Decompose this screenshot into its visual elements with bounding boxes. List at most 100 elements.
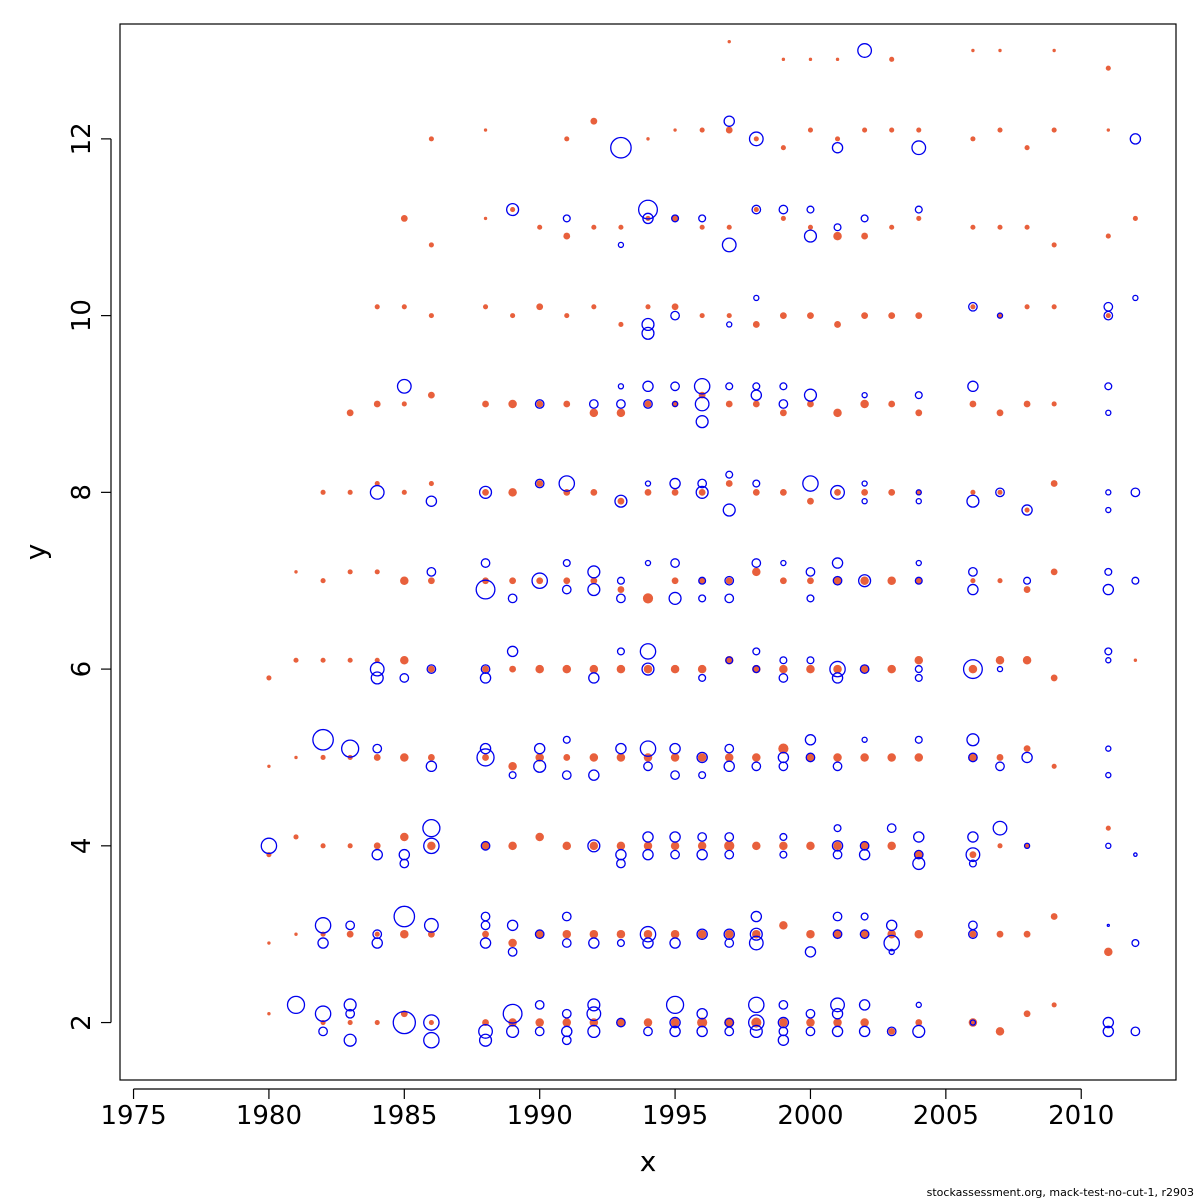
positive-residual-point: [428, 313, 434, 319]
x-axis-title: x: [640, 1145, 657, 1178]
positive-residual-point: [427, 391, 435, 399]
negative-residual-point: [778, 761, 789, 772]
negative-residual-point: [724, 593, 735, 604]
positive-residual-point: [752, 400, 760, 408]
positive-residual-point: [697, 753, 707, 762]
negative-residual-point: [1102, 1016, 1115, 1029]
positive-residual-point: [616, 841, 626, 851]
positive-residual-point: [508, 488, 517, 497]
y-axis-title: y: [19, 544, 52, 561]
positive-residual-point: [780, 215, 786, 221]
negative-residual-point: [587, 565, 601, 579]
positive-residual-point: [670, 929, 680, 939]
positive-residual-point: [671, 215, 679, 222]
positive-residual-point: [1024, 843, 1030, 849]
positive-residual-point: [644, 488, 652, 496]
positive-residual-point: [724, 1017, 735, 1028]
negative-residual-point: [750, 910, 763, 923]
positive-residual-point: [616, 408, 626, 418]
negative-residual-point: [806, 205, 815, 214]
negative-residual-point: [392, 1010, 417, 1035]
positive-residual-point: [509, 665, 517, 673]
negative-residual-point: [615, 742, 627, 755]
negative-residual-point: [558, 475, 576, 492]
positive-residual-point: [834, 136, 841, 142]
negative-residual-point: [616, 938, 625, 948]
negative-residual-point: [370, 671, 384, 685]
negative-residual-point: [968, 566, 978, 577]
negative-residual-point: [696, 848, 708, 861]
negative-residual-point: [913, 849, 924, 860]
negative-residual-point: [803, 229, 818, 243]
negative-residual-point: [534, 999, 545, 1010]
positive-residual-point: [1050, 674, 1058, 682]
negative-residual-point: [697, 478, 708, 489]
positive-residual-point: [401, 489, 407, 495]
positive-residual-point: [779, 488, 787, 496]
negative-residual-point: [669, 937, 681, 949]
positive-residual-point: [915, 409, 923, 417]
negative-residual-point: [1104, 647, 1113, 656]
negative-residual-point: [615, 848, 627, 861]
positive-residual-point: [482, 930, 489, 938]
negative-residual-point: [780, 559, 787, 567]
positive-residual-point: [509, 577, 517, 585]
positive-residual-point: [510, 313, 516, 319]
negative-residual-point: [616, 399, 626, 409]
negative-residual-point: [832, 911, 843, 922]
positive-residual-point: [564, 136, 570, 142]
positive-residual-point: [346, 930, 354, 938]
negative-residual-point: [912, 856, 926, 871]
positive-residual-point: [833, 841, 842, 851]
positive-residual-point: [617, 497, 625, 505]
negative-residual-point: [669, 1025, 681, 1038]
positive-residual-point: [374, 931, 380, 937]
negative-residual-point: [533, 742, 546, 755]
negative-residual-point: [642, 212, 654, 225]
positive-residual-point: [1051, 242, 1057, 248]
x-tick-label: 2005: [913, 1101, 979, 1131]
positive-residual-point: [293, 657, 299, 663]
positive-residual-point: [320, 489, 326, 495]
negative-residual-point: [723, 115, 735, 127]
negative-residual-point: [966, 494, 980, 508]
positive-residual-point: [807, 127, 814, 133]
negative-residual-point: [966, 733, 980, 747]
negative-residual-point: [260, 837, 278, 855]
y-tick-label: 12: [67, 122, 97, 155]
negative-residual-point: [478, 1023, 493, 1039]
positive-residual-point: [374, 1020, 380, 1026]
negative-residual-point: [748, 1014, 765, 1031]
positive-residual-point: [617, 586, 625, 593]
positive-residual-point: [727, 39, 731, 44]
negative-residual-point: [644, 480, 652, 487]
positive-residual-point: [833, 664, 842, 674]
positive-residual-point: [562, 664, 572, 674]
x-tick-label: 1985: [371, 1101, 437, 1131]
negative-residual-point: [914, 576, 923, 585]
positive-residual-point: [970, 136, 976, 142]
negative-residual-point: [616, 1017, 626, 1028]
positive-residual-point: [860, 753, 869, 762]
positive-residual-point: [887, 664, 896, 674]
negative-residual-point: [1105, 745, 1112, 752]
positive-residual-point: [671, 577, 679, 585]
negative-residual-point: [752, 647, 761, 656]
negative-residual-point: [561, 1025, 573, 1038]
positive-residual-point: [862, 127, 868, 133]
positive-residual-point: [916, 127, 922, 133]
negative-residual-point: [695, 415, 709, 429]
negative-residual-point: [698, 576, 707, 585]
x-tick-label: 1975: [100, 1101, 166, 1131]
negative-residual-point: [995, 487, 1005, 498]
negative-residual-point: [694, 396, 710, 412]
negative-residual-point: [914, 205, 923, 214]
negative-residual-point: [724, 1026, 735, 1037]
negative-residual-point: [506, 202, 520, 217]
negative-residual-point: [668, 591, 682, 605]
positive-residual-point: [1050, 480, 1058, 487]
positive-residual-point: [860, 929, 869, 939]
negative-residual-point: [969, 1019, 977, 1026]
plot-frame: [119, 23, 1177, 1081]
